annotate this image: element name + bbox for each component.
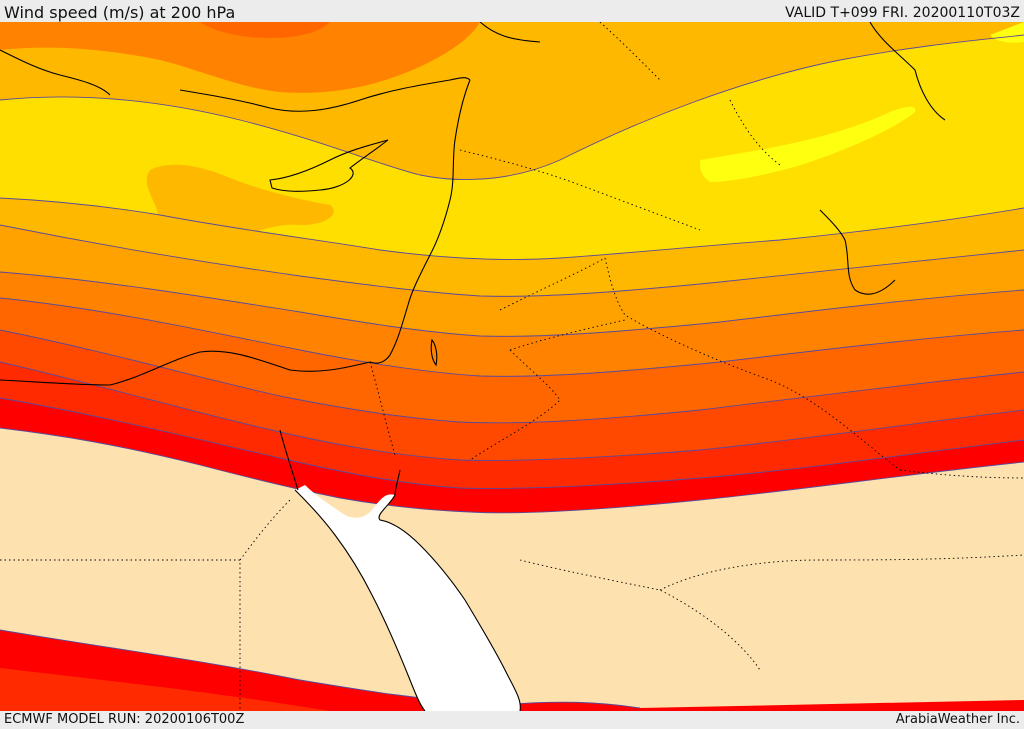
- footer-bar: ECMWF MODEL RUN: 20200106T00Z ArabiaWeat…: [0, 711, 1024, 729]
- southern-jet-band: [0, 630, 1024, 711]
- jet-band-dark-orange-pocket: [200, 22, 330, 38]
- valid-time: VALID T+099 FRI. 20200110T03Z: [785, 5, 1020, 21]
- borders: [0, 22, 1024, 711]
- credit: ArabiaWeather Inc.: [895, 712, 1020, 727]
- map-title: Wind speed (m/s) at 200 hPa: [4, 3, 236, 22]
- jet-band-amber-pocket: [146, 164, 334, 246]
- isolines: [0, 34, 1024, 709]
- jet-band-orange-pocket: [0, 22, 480, 93]
- southern-jet-core: [0, 668, 330, 711]
- coastlines: [0, 22, 946, 496]
- jet-core-streak: [700, 106, 916, 182]
- wind-speed-map: [0, 22, 1024, 711]
- model-run: ECMWF MODEL RUN: 20200106T00Z: [4, 712, 245, 727]
- red-sea: [295, 485, 521, 711]
- header-bar: Wind speed (m/s) at 200 hPa VALID T+099 …: [0, 0, 1024, 22]
